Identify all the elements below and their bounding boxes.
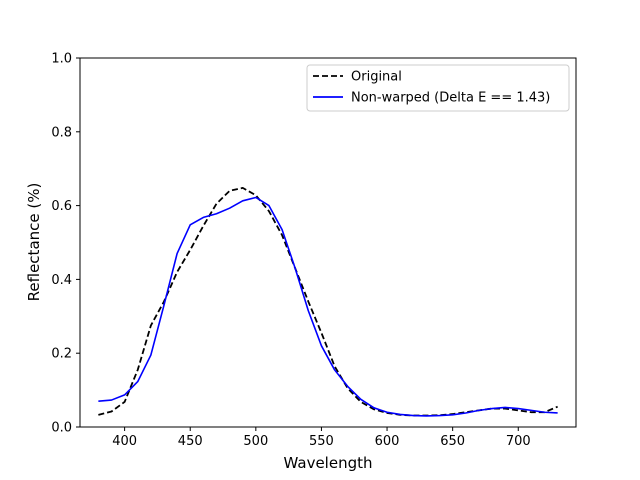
axes: 400 450 500 550 600 650 700 0.0 0.2 0.4 0.6 0.8 1.0 — [51, 52, 577, 449]
x-tick-label: 700 — [506, 434, 531, 449]
legend-box — [306, 64, 570, 112]
legend-label-1: Original — [351, 70, 402, 85]
x-tick-label: 550 — [309, 434, 334, 449]
plot-area — [98, 186, 558, 417]
y-tick-label: 0.4 — [51, 273, 72, 288]
y-tick-label: 0.0 — [51, 421, 72, 436]
y-tick-label: 0.2 — [51, 347, 72, 362]
legend-label-2: Non-warped (Delta E == 1.43) — [351, 91, 550, 106]
x-tick-label: 400 — [112, 434, 137, 449]
x-tick-label: 600 — [375, 434, 400, 449]
y-tick-label: 1.0 — [51, 52, 72, 67]
series-line-2 — [98, 196, 558, 417]
x-axis-label: Wavelength — [284, 454, 373, 472]
y-axis-label: Reflectance (%) — [25, 183, 43, 302]
y-tick-label: 0.6 — [51, 199, 72, 214]
x-tick-label: 450 — [178, 434, 203, 449]
plot-frame — [79, 57, 577, 428]
series-line-1 — [98, 186, 558, 417]
x-tick-label: 650 — [440, 434, 465, 449]
legend: Original Non-warped (Delta E == 1.43) — [306, 64, 570, 112]
x-tick-label: 500 — [243, 434, 268, 449]
y-tick-label: 0.8 — [51, 125, 72, 140]
